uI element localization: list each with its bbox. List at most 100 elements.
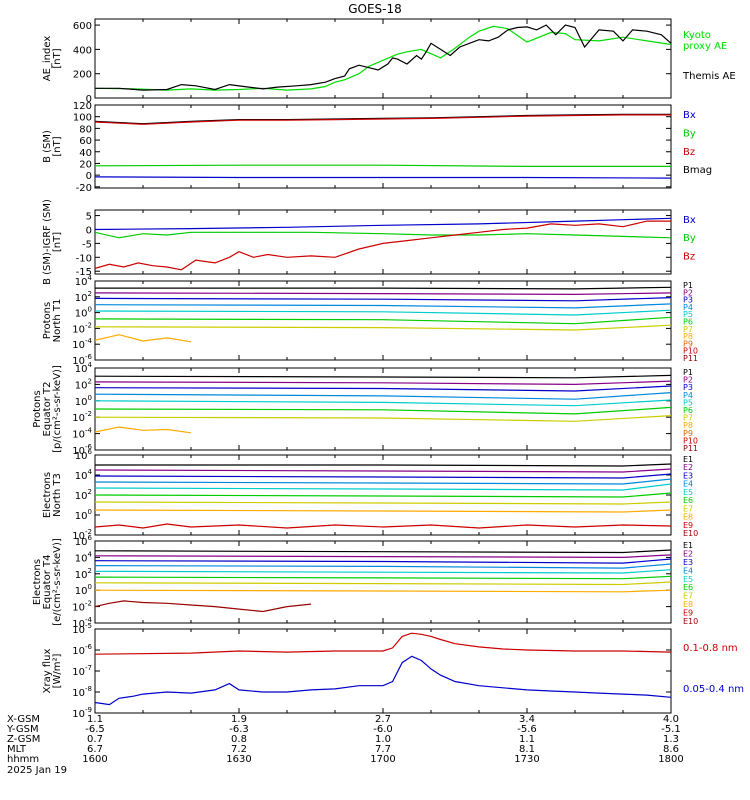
legend-entry: E4	[683, 566, 693, 575]
y-tick-label-base: 10	[72, 646, 85, 657]
y-axis-label: B (SM)	[42, 130, 53, 163]
y-tick-label-exponent: 2	[88, 290, 92, 298]
y-tick-label: 10-6	[72, 643, 92, 657]
legend-entry: E6	[683, 583, 693, 592]
y-tick-label: 10-9	[72, 706, 92, 720]
series-e3	[95, 473, 671, 479]
legend-entry: P10	[683, 347, 698, 356]
panel-bigrf: -15 -10 -5 0 5 B (SM)-IGRF (SM) [nT] Bx By Bz	[42, 199, 696, 285]
legend-entry: E10	[683, 617, 698, 626]
y-tick-label: 400	[73, 45, 92, 56]
orbit-value: -6.3	[229, 724, 249, 735]
y-tick-label-base: 80	[79, 124, 92, 135]
series-themis-ae	[95, 24, 671, 91]
series-p7	[95, 324, 671, 331]
y-tick-label: -10	[76, 253, 92, 264]
y-tick-label-exponent: -2	[85, 528, 92, 536]
legend-entry: P11	[683, 354, 698, 363]
series-0-1-0-8-nm	[95, 632, 671, 655]
y-tick-label: 102	[75, 377, 92, 391]
panel-frame	[94, 18, 672, 99]
series-e9	[95, 523, 671, 529]
legend-entry: P5	[683, 398, 693, 407]
orbit-row-label: 2025 Jan 19	[7, 765, 67, 776]
y-tick-label-exponent: -6	[85, 643, 93, 651]
y-tick-label-exponent: 4	[88, 550, 93, 558]
legend-entry: Themis AE	[682, 71, 736, 82]
y-tick-label-exponent: -6	[85, 353, 93, 361]
y-tick-label-exponent: -7	[85, 664, 92, 672]
y-tick-label-base: 60	[79, 136, 92, 147]
orbit-row-label: Z-GSM	[7, 734, 40, 745]
legend-entry: E10	[683, 529, 698, 538]
legend-entry: 0.05-0.4 nm	[683, 684, 744, 695]
legend-entry: E6	[683, 496, 693, 505]
y-tick-label: 104	[75, 550, 93, 564]
y-axis-label: [nT]	[52, 136, 63, 156]
y-tick-label-exponent: -4	[85, 337, 93, 345]
legend-entry: P2	[683, 288, 693, 297]
legend-entry: P8	[683, 332, 693, 341]
series-e2	[95, 468, 671, 473]
y-tick-label: 10-6	[72, 353, 92, 367]
y-tick-label-base: 10	[75, 364, 88, 375]
y-tick-label-base: 10	[72, 340, 85, 351]
y-tick-label: 100	[75, 394, 92, 408]
legend-entry: P4	[683, 391, 693, 400]
orbit-value: 2.7	[375, 714, 391, 725]
y-axis-label: Xray flux	[42, 649, 53, 694]
legend-entry: Bz	[683, 147, 695, 158]
y-tick-label-base: 5	[86, 212, 92, 223]
y-axis-label: North T1	[52, 299, 63, 343]
orbit-row-label: MLT	[7, 744, 27, 755]
y-axis-label: [p/(cm²-s-sr-keV)]	[52, 365, 63, 453]
y-tick-label-exponent: 0	[88, 394, 92, 402]
y-tick-label: 100	[75, 508, 92, 522]
legend-entry: P3	[683, 383, 693, 392]
legend-entry: P3	[683, 296, 693, 305]
orbit-value: -5.6	[517, 724, 537, 735]
y-tick-label-base: 10	[75, 397, 88, 408]
y-tick-label-base: -15	[76, 267, 92, 278]
y-tick-label-exponent: 0	[88, 583, 92, 591]
y-tick-label-exponent: 4	[88, 274, 93, 282]
y-tick-label-base: 10	[75, 380, 88, 391]
y-tick-label-base: 400	[73, 45, 92, 56]
y-axis-label: [nT]	[52, 48, 63, 68]
series-kyoto-proxy-ae	[95, 25, 671, 91]
series-e1	[95, 549, 671, 554]
legend-entry: E1	[683, 541, 693, 550]
legend-entry: Kyoto	[683, 30, 711, 41]
orbit-value: 1.0	[375, 734, 391, 745]
legend-entry: 0.1-0.8 nm	[683, 643, 738, 654]
y-tick-label-exponent: 4	[88, 468, 93, 476]
y-tick-label-base: 10	[72, 430, 85, 441]
y-tick-label-exponent: -9	[85, 706, 92, 714]
orbit-value: -5.1	[661, 724, 681, 735]
y-tick-label-exponent: 6	[88, 448, 93, 456]
y-tick-label: -15	[76, 267, 92, 278]
series-by	[95, 231, 671, 239]
y-tick-label-base: 10	[75, 537, 88, 548]
legend-entry: E9	[683, 609, 693, 618]
series-e7	[95, 501, 671, 505]
orbit-value: 1.1	[87, 714, 103, 725]
legend-entry: E2	[683, 463, 693, 472]
series-p2	[95, 292, 671, 296]
y-tick-label-exponent: -4	[85, 616, 93, 624]
y-tick-label: 0	[86, 94, 92, 105]
y-tick-label-base: 10	[72, 446, 85, 457]
y-tick-label: -5	[82, 239, 92, 250]
series-e6	[95, 492, 671, 498]
orbit-value: 8.1	[519, 744, 535, 755]
y-tick-label: 10-4	[72, 337, 92, 351]
series-p6	[95, 406, 671, 415]
legend-entry: P6	[683, 318, 693, 327]
y-tick-label-base: 10	[75, 451, 88, 462]
orbit-row-label: X-GSM	[7, 714, 40, 725]
y-tick-label: 10-4	[72, 616, 92, 630]
